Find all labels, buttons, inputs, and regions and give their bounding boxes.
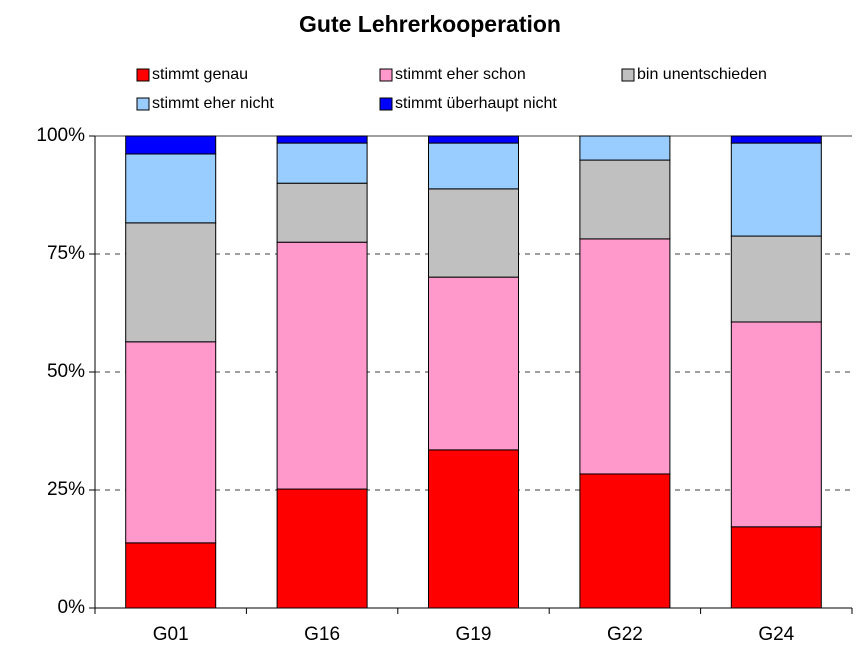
legend-label: stimmt überhaupt nicht	[395, 95, 557, 112]
bar-segment	[428, 449, 519, 609]
bar-segment	[276, 142, 368, 184]
x-tick-label: G19	[456, 624, 492, 645]
y-tick-label: 25%	[47, 479, 85, 500]
y-tick-label: 0%	[58, 597, 86, 618]
bar-segment	[579, 135, 671, 161]
bar-segment	[276, 182, 368, 243]
legend-label: stimmt eher schon	[395, 66, 526, 83]
bar-segment	[730, 235, 822, 323]
x-tick-label: G24	[758, 624, 794, 645]
bar-segment	[428, 135, 519, 144]
bar-segment	[125, 341, 217, 544]
legend-label: stimmt eher nicht	[152, 95, 274, 112]
bar-segment	[730, 135, 822, 144]
bar-segment	[579, 159, 671, 240]
legend-swatch	[136, 68, 150, 82]
bar-segment	[125, 135, 217, 155]
bar-segment	[276, 241, 368, 490]
bar-segment	[730, 526, 822, 609]
legend-swatch	[379, 68, 393, 82]
bar-segment	[730, 321, 822, 528]
y-tick-label: 75%	[47, 243, 85, 264]
y-tick-label: 50%	[47, 361, 85, 382]
x-tick-label: G01	[153, 624, 189, 645]
bar-segment	[428, 142, 519, 190]
bar-segment	[276, 135, 368, 144]
legend-swatch	[136, 97, 150, 111]
chart-title: Gute Lehrerkooperation	[299, 11, 561, 37]
x-tick-label: G22	[607, 624, 643, 645]
legend-swatch	[379, 97, 393, 111]
bar-segment	[428, 276, 519, 451]
legend-swatch	[621, 68, 635, 82]
bar-segment	[579, 238, 671, 475]
legend-label: stimmt genau	[152, 66, 248, 83]
bar-segment	[276, 488, 368, 609]
x-tick-label: G16	[304, 624, 340, 645]
legend-label: bin unentschieden	[637, 66, 767, 83]
bar-segment	[125, 542, 217, 609]
y-tick-label: 100%	[36, 125, 85, 146]
bar-segment	[579, 473, 671, 609]
bar-segment	[125, 153, 217, 224]
bar-segment	[125, 222, 217, 343]
bar-segment	[428, 188, 519, 278]
bar-segment	[730, 142, 822, 237]
